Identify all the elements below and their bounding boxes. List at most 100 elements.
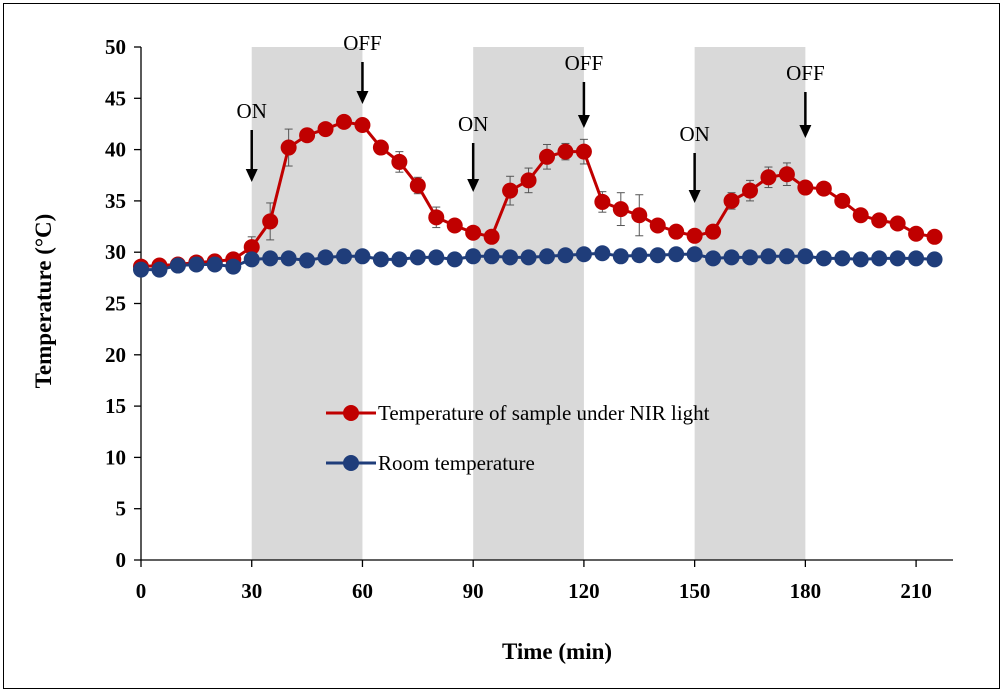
legend-marker bbox=[343, 405, 359, 421]
data-point bbox=[206, 256, 223, 273]
annotation-label: OFF bbox=[786, 61, 825, 85]
data-point bbox=[169, 257, 186, 274]
legend-marker bbox=[343, 455, 359, 471]
data-point bbox=[151, 261, 168, 278]
y-tick-label: 30 bbox=[105, 240, 126, 264]
data-point bbox=[354, 116, 371, 133]
data-point bbox=[188, 256, 205, 273]
y-tick-label: 45 bbox=[105, 86, 126, 110]
data-point bbox=[520, 172, 537, 189]
data-point bbox=[871, 250, 888, 267]
data-point bbox=[668, 223, 685, 240]
y-axis-title: Temperature (°C) bbox=[31, 214, 56, 389]
annotation-on: ON bbox=[679, 122, 710, 203]
data-point bbox=[299, 252, 316, 269]
y-tick-label: 25 bbox=[105, 292, 126, 316]
data-point bbox=[612, 248, 629, 265]
data-point bbox=[317, 121, 334, 138]
x-axis-title: Time (min) bbox=[502, 639, 612, 664]
data-point bbox=[760, 248, 777, 265]
x-tick-label: 180 bbox=[790, 579, 822, 603]
data-point bbox=[871, 212, 888, 229]
data-point bbox=[539, 248, 555, 265]
data-point bbox=[631, 207, 648, 224]
data-point bbox=[649, 247, 666, 264]
annotation-label: ON bbox=[458, 112, 488, 136]
annotation-off: OFF bbox=[343, 31, 382, 104]
data-point bbox=[575, 143, 592, 160]
data-point bbox=[465, 248, 482, 265]
data-point bbox=[465, 224, 482, 241]
y-tick-label: 50 bbox=[105, 35, 126, 59]
data-point bbox=[889, 215, 906, 232]
data-point bbox=[428, 249, 445, 266]
data-point bbox=[409, 249, 426, 266]
annotation-label: OFF bbox=[343, 31, 382, 55]
data-point bbox=[631, 247, 648, 264]
annotation-label: OFF bbox=[565, 51, 604, 75]
data-point bbox=[575, 246, 592, 263]
data-point bbox=[889, 250, 906, 267]
annotation-off: OFF bbox=[565, 51, 604, 128]
data-point bbox=[723, 249, 740, 266]
data-point bbox=[686, 227, 703, 244]
data-point bbox=[428, 209, 445, 226]
data-point bbox=[133, 261, 149, 278]
arrow-down-icon bbox=[577, 115, 590, 128]
on-off-annotations: ON OFF ON OFF ON OFF bbox=[237, 31, 825, 203]
x-tick-label: 150 bbox=[679, 579, 711, 603]
data-point bbox=[280, 250, 297, 267]
data-point bbox=[926, 228, 943, 245]
data-point bbox=[612, 201, 629, 218]
data-point bbox=[280, 139, 297, 156]
legend-label: Room temperature bbox=[378, 451, 535, 475]
data-point bbox=[483, 228, 500, 245]
data-point bbox=[815, 250, 832, 267]
y-tick-label: 10 bbox=[105, 445, 126, 469]
data-point bbox=[372, 251, 389, 268]
data-point bbox=[594, 193, 611, 210]
annotation-on: ON bbox=[237, 99, 267, 182]
x-tick-label: 90 bbox=[463, 579, 484, 603]
data-point bbox=[502, 249, 519, 266]
legend-entry-1: Room temperature bbox=[326, 451, 535, 475]
data-point bbox=[742, 249, 758, 266]
data-point bbox=[225, 258, 242, 275]
data-point bbox=[354, 248, 371, 265]
data-point bbox=[243, 251, 260, 268]
y-tick-label: 40 bbox=[105, 138, 126, 162]
x-tick-label: 60 bbox=[352, 579, 373, 603]
y-tick-label: 20 bbox=[105, 343, 126, 367]
x-tick-label: 30 bbox=[241, 579, 262, 603]
data-point bbox=[391, 153, 408, 170]
data-point bbox=[797, 248, 814, 265]
data-point bbox=[760, 169, 777, 186]
data-point bbox=[299, 127, 316, 144]
data-point bbox=[797, 179, 814, 196]
data-point bbox=[483, 248, 500, 265]
data-point bbox=[723, 192, 740, 209]
axes bbox=[134, 46, 953, 567]
arrow-down-icon bbox=[799, 125, 812, 138]
legend-label: Temperature of sample under NIR light bbox=[378, 401, 710, 425]
series-points bbox=[133, 113, 943, 278]
data-point bbox=[557, 247, 574, 264]
tick-labels: 0 5 10 15 20 25 30 35 40 45 50 0 30 60 90 120 150 180 210 bbox=[105, 35, 932, 603]
arrow-down-icon bbox=[356, 91, 369, 104]
data-point bbox=[852, 251, 869, 268]
data-point bbox=[372, 139, 389, 156]
data-point bbox=[686, 246, 703, 263]
data-point bbox=[594, 245, 611, 262]
data-point bbox=[336, 113, 352, 130]
data-point bbox=[926, 251, 943, 268]
data-point bbox=[705, 250, 722, 267]
data-point bbox=[409, 177, 426, 194]
data-point bbox=[243, 239, 260, 256]
data-point bbox=[446, 217, 463, 234]
legend: Temperature of sample under NIR light Roo… bbox=[326, 401, 710, 475]
legend-entry-0: Temperature of sample under NIR light bbox=[326, 401, 710, 425]
data-point bbox=[649, 217, 666, 234]
data-point bbox=[262, 213, 279, 230]
data-point bbox=[539, 148, 555, 165]
